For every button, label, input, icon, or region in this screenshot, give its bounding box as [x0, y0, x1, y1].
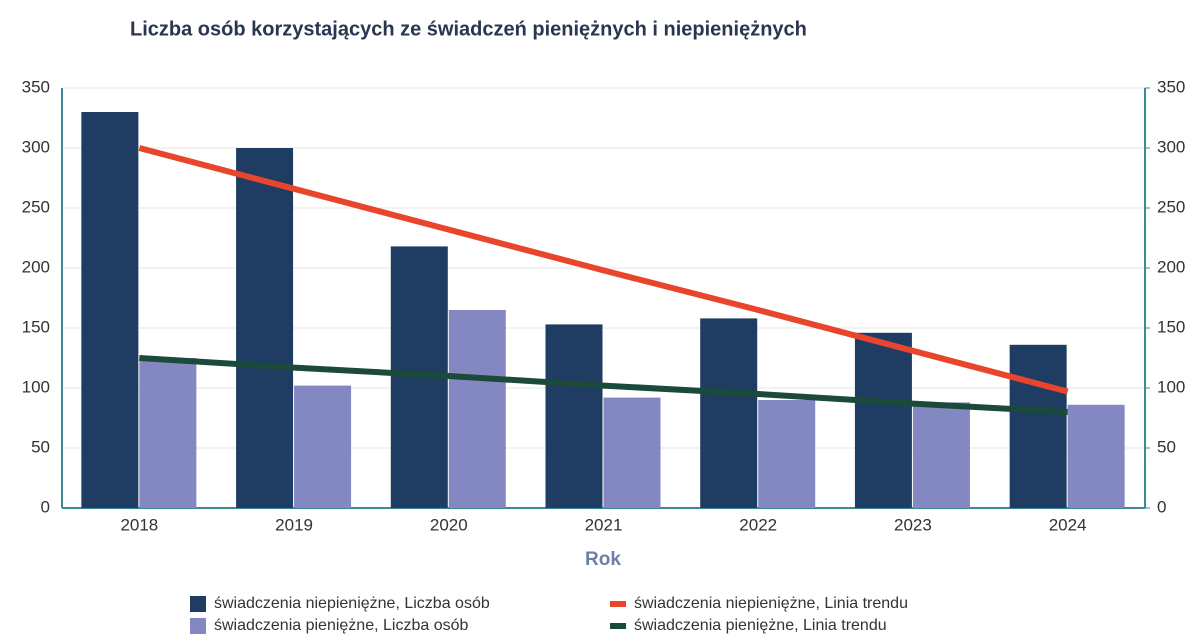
x-tick-label: 2022 — [739, 515, 777, 534]
legend-swatch — [610, 623, 626, 629]
legend-swatch — [610, 601, 626, 607]
legend-swatch — [190, 618, 206, 634]
bar — [758, 400, 816, 508]
bar — [912, 402, 970, 508]
y-tick-label: 50 — [31, 437, 50, 456]
bar — [1067, 404, 1125, 508]
trend-line — [139, 355, 1068, 415]
y2-tick-label: 300 — [1157, 137, 1185, 156]
x-tick-label: 2021 — [585, 515, 623, 534]
bar — [448, 310, 506, 508]
bar — [236, 148, 294, 508]
bar — [700, 318, 758, 508]
x-tick-label: 2024 — [1049, 515, 1087, 534]
x-tick-label: 2018 — [120, 515, 158, 534]
trend-line — [138, 145, 1069, 395]
y-tick-label: 200 — [22, 257, 50, 276]
y2-tick-label: 100 — [1157, 377, 1185, 396]
y-tick-label: 250 — [22, 197, 50, 216]
legend-swatch — [190, 596, 206, 612]
x-axis-label: Rok — [585, 549, 621, 570]
bar — [294, 385, 352, 508]
y2-tick-label: 350 — [1157, 77, 1185, 96]
y-tick-label: 0 — [41, 497, 50, 516]
y-tick-label: 350 — [22, 77, 50, 96]
y2-tick-label: 150 — [1157, 317, 1185, 336]
y2-tick-label: 0 — [1157, 497, 1166, 516]
bar — [1009, 344, 1067, 508]
y-tick-label: 150 — [22, 317, 50, 336]
legend-label: świadczenia pieniężne, Liczba osób — [214, 617, 468, 634]
x-tick-label: 2023 — [894, 515, 932, 534]
y2-tick-label: 250 — [1157, 197, 1185, 216]
y-tick-label: 100 — [22, 377, 50, 396]
bar — [139, 358, 197, 508]
x-tick-label: 2020 — [430, 515, 468, 534]
bar — [603, 397, 661, 508]
y-tick-label: 300 — [22, 137, 50, 156]
y2-tick-label: 50 — [1157, 437, 1176, 456]
legend-label: świadczenia niepieniężne, Liczba osób — [214, 595, 490, 612]
chart-title: Liczba osób korzystających ze świadczeń … — [130, 18, 807, 40]
x-tick-label: 2019 — [275, 515, 313, 534]
bar — [854, 332, 912, 508]
legend-label: świadczenia niepieniężne, Linia trendu — [634, 595, 908, 612]
y2-tick-label: 200 — [1157, 257, 1185, 276]
legend-label: świadczenia pieniężne, Linia trendu — [634, 617, 887, 634]
bar — [81, 112, 139, 508]
bar — [545, 324, 603, 508]
